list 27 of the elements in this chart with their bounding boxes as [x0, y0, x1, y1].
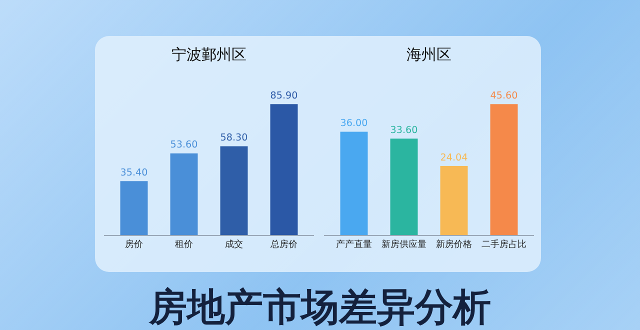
x-tick-label: 新房价格: [436, 238, 472, 250]
data-label: 35.40: [120, 167, 148, 178]
chart-title: 宁波鄞州区: [172, 46, 246, 64]
text: 房地产市场差异分析: [148, 284, 492, 330]
x-tick-label: 房价: [125, 238, 143, 250]
data-label: 85.90: [270, 90, 298, 102]
data-label: 45.60: [490, 90, 518, 102]
data-label: 36.00: [340, 118, 368, 130]
x-tick-label: 成交: [225, 238, 243, 250]
bar: [170, 153, 198, 235]
bar: [490, 104, 518, 235]
x-tick-label: 总房价: [270, 238, 298, 250]
x-tick-label: 租价: [175, 238, 193, 250]
bar: [220, 146, 248, 235]
bar: [340, 132, 368, 235]
x-tick-label: 产产直量: [336, 238, 372, 250]
data-label: 24.04: [440, 152, 468, 164]
chart-title: 海州区: [406, 46, 452, 64]
data-label: 33.60: [390, 124, 418, 136]
bar: [440, 166, 468, 235]
bar: [270, 104, 298, 235]
bar: [390, 138, 418, 235]
data-label: 53.60: [170, 140, 198, 151]
data-label: 58.30: [220, 132, 248, 144]
bar: [120, 181, 148, 235]
x-tick-label: 新房供应量: [382, 238, 426, 250]
x-tick-label: 二手房占比: [482, 238, 526, 250]
